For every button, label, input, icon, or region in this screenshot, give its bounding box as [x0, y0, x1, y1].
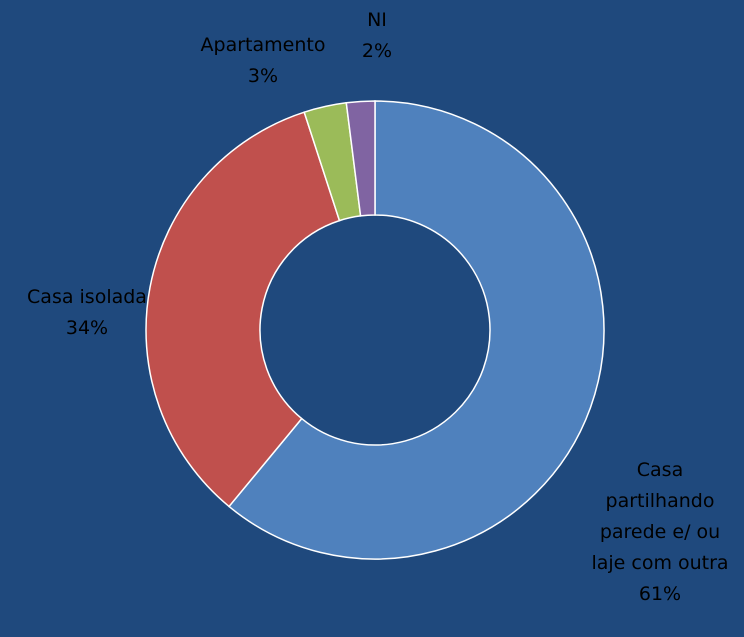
value-label: 2%: [361, 40, 393, 62]
donut-slice: [145, 111, 341, 508]
value-label: 61%: [638, 583, 682, 605]
slice-label: Apartamento 3%: [163, 30, 363, 92]
donut-slice: [227, 100, 605, 560]
value-label: 3%: [247, 65, 279, 87]
category-label: Casa partilhando parede e/ ou laje com o…: [591, 459, 729, 574]
slice-label: Casa partilhando parede e/ ou laje com o…: [585, 455, 735, 610]
slice-label: NI 2%: [337, 5, 417, 67]
slice-label: Casa isolada 34%: [0, 282, 187, 344]
value-label: 34%: [65, 317, 109, 339]
category-label: Apartamento: [200, 34, 326, 56]
category-label: NI: [367, 9, 387, 31]
donut-slice: [345, 100, 376, 217]
category-label: Casa isolada: [27, 286, 147, 308]
